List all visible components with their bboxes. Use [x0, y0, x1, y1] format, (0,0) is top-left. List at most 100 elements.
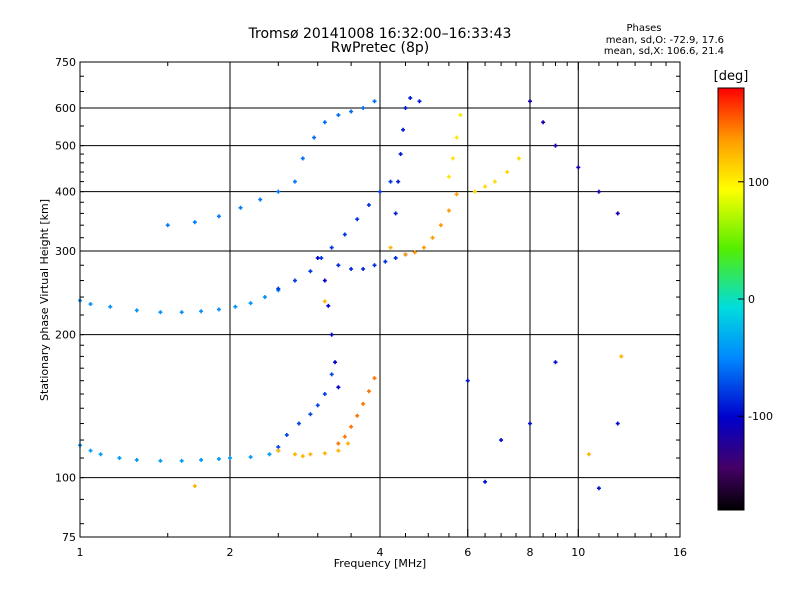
- data-point: [292, 179, 297, 184]
- data-point: [586, 452, 591, 457]
- data-point: [378, 189, 382, 194]
- data-point: [308, 269, 313, 274]
- data-point: [372, 263, 377, 268]
- stats-line-x: mean, sd,X: 106.6, 21.4: [604, 46, 724, 57]
- data-point: [366, 389, 371, 394]
- chart-subtitle: RwPretec (8p): [331, 40, 429, 56]
- data-point: [336, 448, 341, 453]
- data-point: [300, 156, 305, 161]
- data-point: [403, 106, 408, 111]
- data-point: [322, 299, 327, 304]
- data-point: [296, 421, 301, 426]
- data-point: [372, 99, 377, 104]
- grid-layer: [80, 62, 680, 537]
- data-point: [322, 278, 327, 283]
- data-point: [596, 486, 601, 491]
- data-point: [216, 307, 221, 312]
- y-tick-label: 100: [55, 472, 76, 485]
- data-point: [322, 120, 327, 125]
- data-point: [308, 412, 313, 417]
- data-point: [619, 354, 624, 359]
- tick-layer: 1 2 4 6 8 10 16 75 100 200 300 400 500 600 750: [55, 56, 687, 559]
- plot-frame: [79, 61, 681, 538]
- data-point: [322, 392, 327, 397]
- data-point: [312, 135, 317, 140]
- data-point: [396, 179, 401, 184]
- data-point: [248, 301, 253, 306]
- colorbar-tick-label: -100: [748, 410, 773, 423]
- x-tick-label: 16: [673, 546, 687, 559]
- data-point: [336, 263, 341, 268]
- data-point: [216, 456, 221, 461]
- data-point: [393, 211, 398, 216]
- y-tick-label: 750: [55, 56, 76, 69]
- data-point: [326, 303, 331, 308]
- data-point: [199, 309, 204, 314]
- data-point: [576, 165, 581, 170]
- data-point: [388, 179, 393, 184]
- data-point: [398, 152, 403, 157]
- data-point: [417, 99, 422, 104]
- y-axis-label: Stationary phase Virtual Height [km]: [38, 199, 51, 401]
- data-point: [408, 95, 413, 100]
- data-point: [238, 205, 243, 210]
- colorbar-label: [deg]: [714, 69, 749, 84]
- data-point: [349, 266, 354, 271]
- data-point: [276, 189, 281, 194]
- data-point: [372, 376, 377, 381]
- data-point: [179, 310, 184, 315]
- data-point: [349, 109, 354, 114]
- data-point: [329, 245, 334, 250]
- data-point: [361, 106, 366, 111]
- data-point: [233, 304, 238, 309]
- data-point: [483, 184, 488, 189]
- data-point: [388, 245, 393, 250]
- data-point: [88, 448, 93, 453]
- data-point: [492, 179, 497, 184]
- data-point: [292, 278, 297, 283]
- colorbar-tick-label: 0: [748, 293, 755, 306]
- data-point: [315, 256, 320, 261]
- x-axis-label: Frequency [MHz]: [334, 557, 426, 570]
- y-tick-label: 75: [62, 531, 76, 544]
- data-point: [108, 304, 113, 309]
- data-point: [430, 235, 435, 240]
- data-point: [505, 170, 510, 175]
- data-point: [98, 452, 103, 457]
- x-tick-label: 1: [77, 546, 84, 559]
- data-point: [450, 156, 455, 161]
- x-tick-label: 6: [464, 546, 471, 559]
- data-point: [446, 208, 451, 213]
- data-point: [345, 441, 350, 446]
- data-point: [248, 455, 253, 460]
- data-point: [165, 223, 170, 228]
- data-point: [308, 452, 313, 457]
- data-point: [393, 256, 398, 261]
- data-point: [292, 452, 297, 457]
- data-point: [458, 113, 463, 118]
- data-point: [553, 143, 558, 148]
- data-point: [134, 308, 139, 313]
- data-point: [472, 189, 477, 194]
- data-point: [342, 232, 347, 237]
- data-point: [403, 252, 408, 257]
- data-point: [499, 438, 504, 443]
- data-point: [454, 192, 459, 197]
- data-point: [483, 479, 488, 484]
- colorbar-ticks: 100 0 -100: [738, 176, 773, 423]
- data-point: [158, 458, 163, 463]
- y-tick-label: 600: [55, 102, 76, 115]
- data-point: [329, 372, 334, 377]
- data-point: [322, 451, 327, 456]
- data-point: [349, 424, 354, 429]
- stats-heading: Phases: [626, 23, 661, 34]
- data-point: [216, 214, 221, 219]
- data-point: [421, 245, 426, 250]
- data-point: [158, 310, 163, 315]
- data-point: [401, 127, 406, 132]
- data-point: [615, 421, 620, 426]
- data-point: [412, 250, 417, 255]
- colorbar-tick-label: 100: [748, 176, 769, 189]
- data-point: [516, 156, 521, 161]
